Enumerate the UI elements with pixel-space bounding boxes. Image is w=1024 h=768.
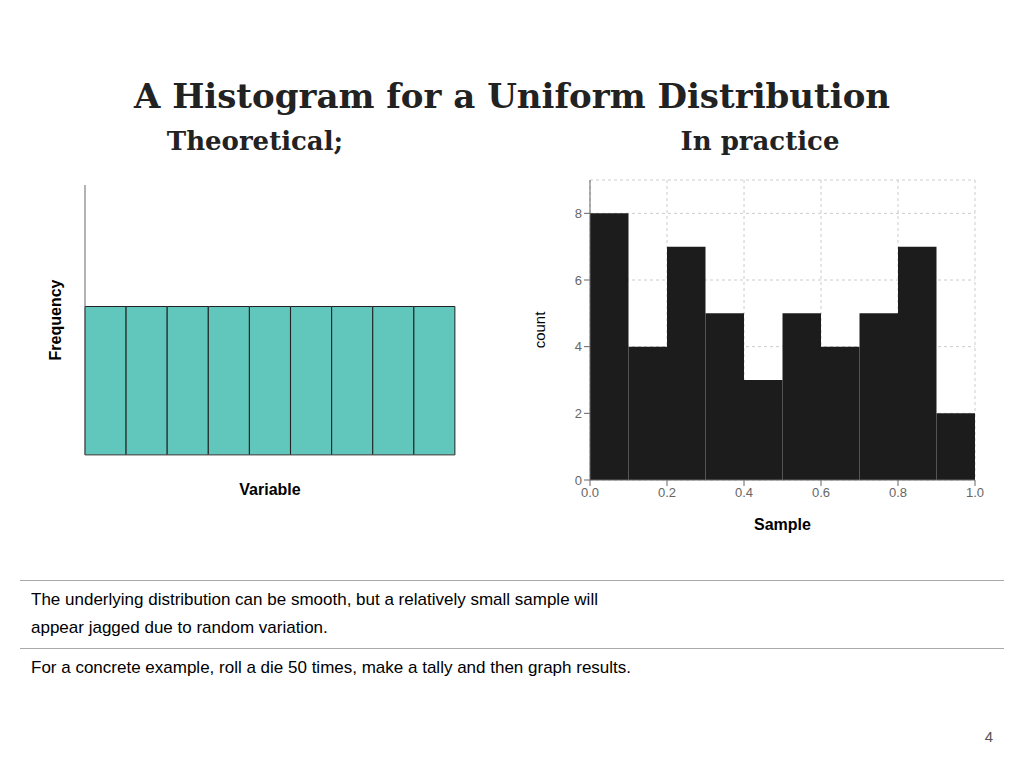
svg-text:Frequency: Frequency (47, 279, 64, 360)
html-text:In practice: In practice (680, 126, 840, 156)
svg-text:2: 2 (575, 406, 582, 421)
html-text:appear jagged due to random va: appear jagged due to random variation. (31, 618, 328, 637)
svg-text:0.4: 0.4 (735, 485, 753, 500)
svg-text:0.8: 0.8 (889, 485, 907, 500)
svg-text:0.6: 0.6 (812, 485, 830, 500)
html-text:4: 4 (984, 728, 993, 745)
svg-text:0.0: 0.0 (581, 485, 599, 500)
svg-text:Sample: Sample (754, 516, 811, 533)
svg-text:Variable: Variable (239, 481, 300, 498)
svg-text:count: count (531, 311, 548, 349)
svg-text:0.2: 0.2 (658, 485, 676, 500)
html-text:Theoretical;: Theoretical; (166, 126, 344, 156)
html-text:A Histogram for a Uniform Dist: A Histogram for a Uniform Distribution (133, 76, 891, 116)
svg-text:8: 8 (575, 206, 582, 221)
html-text:The underlying distribution ca: The underlying distribution can be smoot… (31, 590, 598, 609)
svg-text:4: 4 (575, 339, 582, 354)
html-text:For a concrete example, roll a: For a concrete example, roll a die 50 ti… (31, 658, 631, 677)
svg-text:1.0: 1.0 (966, 485, 984, 500)
svg-text:6: 6 (575, 273, 582, 288)
svg-text:0: 0 (575, 473, 582, 488)
